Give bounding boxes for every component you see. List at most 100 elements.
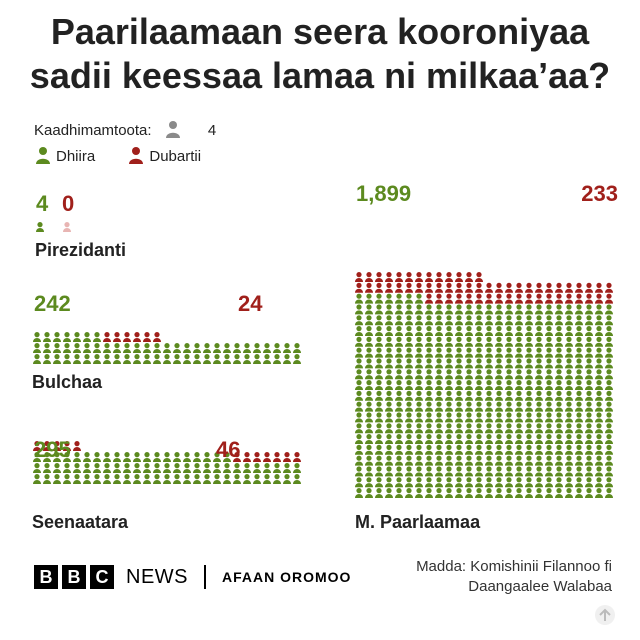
male-person-mark [545,304,553,315]
male-person-mark [203,354,211,364]
male-person-mark [425,336,433,347]
male-person-mark [445,347,453,358]
male-person-mark [365,444,373,455]
male-person-mark [415,434,423,444]
male-person-mark [435,455,443,466]
male-person-mark [595,390,603,401]
male-person-mark [505,444,513,455]
female-person-mark [465,282,473,293]
male-person-mark [355,369,363,380]
male-person-mark [435,347,443,358]
male-person-mark [605,477,613,488]
male-person-mark [365,434,373,444]
male-person-mark [555,466,563,477]
male-person-mark [53,452,61,462]
category-label: Seenaatara [32,512,129,532]
male-person-mark [535,423,543,434]
male-person-mark [435,304,443,315]
male-person-mark [505,304,513,315]
group-bulchaa [33,332,301,364]
female-value-label: 0 [62,191,74,216]
male-person-mark [405,434,413,444]
group-pirezidanti [36,222,71,232]
male-person-mark [395,488,403,498]
female-person-mark [293,452,301,462]
female-person-mark [445,282,453,293]
male-person-mark [395,434,403,444]
female-person-mark [475,293,483,304]
male-person-mark [405,293,413,304]
male-person-mark [495,380,503,390]
male-person-mark [425,326,433,336]
male-person-mark [445,444,453,455]
male-person-mark [545,347,553,358]
male-person-mark [545,444,553,455]
male-person-mark [33,452,41,462]
male-person-mark [485,466,493,477]
male-person-mark [405,423,413,434]
male-person-mark [485,434,493,444]
male-person-mark [365,423,373,434]
male-person-mark [465,390,473,401]
male-person-mark [385,304,393,315]
male-person-mark [405,336,413,347]
male-person-mark [595,488,603,498]
male-person-mark [475,326,483,336]
male-person-mark [565,412,573,423]
male-person-mark [545,358,553,369]
male-person-mark [495,444,503,455]
male-person-mark [445,434,453,444]
male-person-mark [33,463,41,473]
male-person-mark [395,293,403,304]
male-person-mark [465,326,473,336]
male-person-mark [475,380,483,390]
male-person-mark [595,444,603,455]
male-person-mark [475,390,483,401]
male-person-mark [263,474,271,484]
male-person-mark [605,488,613,498]
male-person-mark [173,354,181,364]
female-person-mark [385,282,393,293]
male-person-mark [193,343,201,353]
male-person-mark [495,477,503,488]
male-person-mark [113,343,121,353]
male-person-mark [53,343,61,353]
male-person-mark [485,412,493,423]
male-person-mark [585,477,593,488]
male-person-mark [375,390,383,401]
male-person-mark [243,343,251,353]
male-person-mark [595,423,603,434]
male-person-mark [575,347,583,358]
male-person-mark [133,343,141,353]
female-person-mark [355,282,363,293]
male-person-mark [395,369,403,380]
male-person-mark [425,390,433,401]
female-person-mark [525,282,533,293]
male-person-mark [475,444,483,455]
male-person-mark [535,455,543,466]
male-value-label: 4 [36,191,49,216]
female-person-mark [63,222,71,232]
male-person-mark [133,474,141,484]
male-person-mark [385,390,393,401]
male-person-mark [365,412,373,423]
male-person-mark [33,474,41,484]
male-person-mark [505,336,513,347]
male-person-mark [485,423,493,434]
male-person-mark [525,315,533,326]
male-person-mark [415,477,423,488]
male-person-mark [575,423,583,434]
male-person-mark [153,354,161,364]
male-person-mark [555,477,563,488]
male-person-mark [355,326,363,336]
male-person-mark [385,455,393,466]
male-person-mark [53,354,61,364]
male-person-mark [375,315,383,326]
male-person-mark [575,477,583,488]
male-person-mark [585,369,593,380]
male-person-mark [455,423,463,434]
page-title: Paarilaamaan seera kooroniyaa sadii kees… [0,10,640,98]
male-person-mark [495,390,503,401]
female-person-mark [133,332,141,342]
male-person-mark [375,380,383,390]
